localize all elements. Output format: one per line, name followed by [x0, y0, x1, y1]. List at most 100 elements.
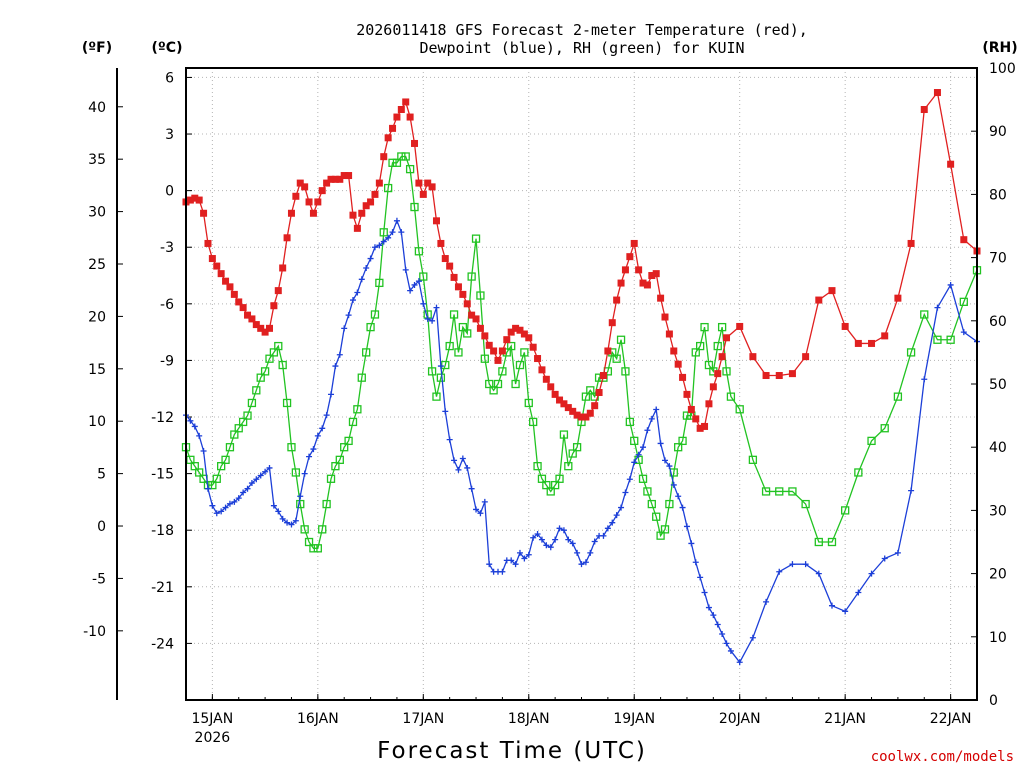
temperature-point [402, 98, 410, 106]
rh-point [287, 443, 296, 452]
temperature-point [665, 330, 673, 338]
dewpoint-point [631, 459, 638, 466]
rh-tick-label: 100 [989, 61, 1016, 77]
dewpoint-point [328, 391, 335, 398]
fahrenheit-axis: -10 -5 0 5 10 15 20 25 30 35 40 [83, 68, 123, 700]
rh-point [348, 417, 358, 427]
temperature-point [261, 328, 269, 336]
dewpoint-point [855, 589, 862, 596]
rh-point [260, 367, 270, 376]
rh-point [238, 417, 248, 427]
temperature-point [270, 302, 278, 310]
temperature-point [564, 404, 572, 412]
fahrenheit-tick-label: 40 [88, 100, 106, 116]
rh-point [555, 474, 564, 483]
temperature-point [437, 239, 445, 247]
dewpoint-point [235, 495, 242, 502]
dewpoint-point [473, 506, 480, 513]
dewpoint-point [653, 406, 660, 413]
celsius-tick-label: -9 [160, 353, 174, 369]
temperature-point [802, 353, 810, 361]
temperature-point [353, 224, 361, 232]
dewpoint-point [525, 551, 532, 558]
temperature-point [345, 172, 353, 180]
rh-point [638, 474, 648, 483]
dewpoint-point [508, 557, 515, 564]
dewpoint-point [644, 427, 651, 434]
dewpoint-point [815, 570, 822, 577]
x-tick-label: 21JAN [824, 711, 866, 727]
temperature-point [476, 324, 484, 332]
dewpoint-point [257, 472, 264, 479]
temperature-point [520, 330, 528, 338]
dewpoint-point [433, 304, 440, 311]
dewpoint-point [424, 315, 431, 322]
dewpoint-point [301, 470, 308, 477]
temperature-point [643, 281, 651, 289]
temperature-point [411, 139, 419, 147]
temperature-point [415, 179, 423, 187]
celsius-tick-label: -3 [160, 240, 174, 256]
temperature-point [222, 277, 230, 285]
fahrenheit-tick-label: 30 [88, 205, 106, 221]
rh-point [586, 386, 595, 395]
dewpoint-point [626, 476, 633, 483]
x-tick-label: 19JAN [613, 711, 655, 727]
temperature-point [485, 341, 493, 349]
temperature-point [323, 179, 331, 187]
rh-point [243, 411, 252, 420]
dewpoint-point [310, 446, 317, 453]
rh-tick-label: 30 [989, 503, 1007, 519]
dewpoint-point [297, 493, 304, 500]
dewpoint-point [609, 519, 616, 526]
dewpoint-point [723, 640, 730, 647]
dewpoint-point [389, 229, 396, 236]
rh-point [195, 468, 204, 477]
temperature-point [257, 324, 265, 332]
dewpoint-point [635, 451, 642, 458]
dewpoint-point [534, 530, 541, 537]
dewpoint-point [218, 508, 225, 515]
temperature-point [301, 183, 309, 191]
temperature-point [679, 373, 687, 381]
dewpoint-point [415, 278, 422, 285]
rh-point [515, 360, 525, 370]
dewpoint-point [284, 519, 291, 526]
temperature-point [674, 360, 682, 368]
rh-point [357, 373, 366, 382]
rh-point [559, 430, 569, 439]
temperature-point [828, 287, 836, 295]
rh-point [867, 436, 876, 446]
temperature-point [648, 272, 656, 280]
temperature-point [349, 211, 357, 219]
rh-tick-label: 60 [989, 314, 1007, 330]
temperature-point [547, 383, 555, 391]
fahrenheit-tick-label: 10 [88, 414, 106, 430]
dewpoint-point [692, 559, 699, 566]
rh-point [419, 272, 428, 281]
rh-tick-label: 90 [989, 124, 1007, 140]
rh-point [335, 455, 344, 464]
temperature-point [542, 375, 550, 383]
celsius-tick-label: 0 [165, 184, 174, 200]
dewpoint-point [464, 464, 471, 471]
temperature-point [630, 239, 638, 247]
dewpoint-point [947, 281, 954, 288]
rh-point [700, 322, 709, 332]
rh-point [331, 462, 340, 471]
rh-tick-label: 0 [989, 693, 998, 709]
rh-point [230, 430, 239, 439]
dewpoint-point [380, 238, 387, 245]
rh-point [616, 335, 626, 344]
temperature-point [459, 290, 467, 298]
temperature-point [516, 326, 524, 334]
dewpoint-point [371, 244, 378, 251]
rh-point [410, 202, 419, 212]
dewpoint-point [477, 510, 484, 517]
x-tick-year-label: 2026 [195, 730, 231, 746]
rh-point [542, 480, 551, 490]
dewpoint-point [569, 540, 576, 547]
fahrenheit-unit-label: (ºF) [82, 40, 112, 56]
rh-point [296, 499, 305, 509]
rh-point [520, 348, 529, 357]
